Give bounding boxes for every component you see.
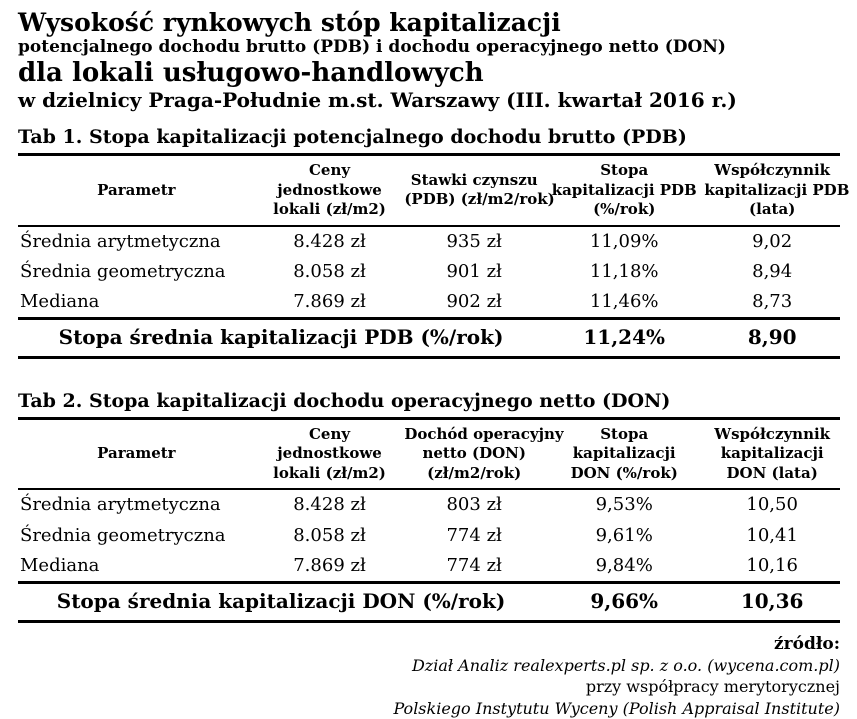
row-label: Średnia geometryczna <box>20 260 226 282</box>
cell-stopa: 9,53% <box>595 494 653 516</box>
summary-rate: 11,24% <box>544 317 705 358</box>
don-col-dochod-operacyjny: Dochód operacyjny netto (DON) (zł/m2/rok… <box>404 418 564 491</box>
cell-cena: 8.058 zł <box>293 260 366 282</box>
source-footer: źródło: Dział Analiz realexperts.pl sp. … <box>18 633 840 719</box>
pdb-table-caption: Tab 1. Stopa kapitalizacji potencjalnego… <box>18 126 687 149</box>
row-label: Mediana <box>20 554 100 576</box>
source-line-institute: Polskiego Instytutu Wyceny (Polish Appra… <box>393 698 840 718</box>
cell-stawka: 901 zł <box>446 260 502 282</box>
table-row: Średnia arytmetyczna 8.428 zł 935 zł 11,… <box>18 226 840 257</box>
pdb-header-row: Parametr Ceny jednostkowe lokali (zł/m2)… <box>18 154 849 227</box>
cell-stawka: 935 zł <box>446 230 502 252</box>
pdb-col-stopa-kapitalizacji: Stopa kapitalizacji PDB (%/rok) <box>544 154 705 227</box>
pdb-summary-row: Stopa średnia kapitalizacji PDB (%/rok) … <box>18 317 840 358</box>
page-subtitle-line1: potencjalnego dochodu brutto (PDB) i doc… <box>18 37 726 57</box>
don-col-ceny-jednostkowe: Ceny jednostkowe lokali (zł/m2) <box>254 418 405 491</box>
cell-cena: 8.058 zł <box>293 524 366 546</box>
pdb-col-stawki-czynszu: Stawki czynszu (PDB) (zł/m2/rok) <box>404 154 555 227</box>
source-line-cooperation: przy współpracy merytorycznej <box>585 677 840 697</box>
summary-coefficient: 8,90 <box>704 317 840 358</box>
table-row: Średnia geometryczna 8.058 zł 901 zł 11,… <box>18 257 840 287</box>
don-section: Tab 2. Stopa kapitalizacji dochodu opera… <box>18 389 840 623</box>
cell-cena: 8.428 zł <box>293 494 366 516</box>
row-label: Średnia geometryczna <box>20 524 226 546</box>
table-row: Średnia geometryczna 8.058 zł 774 zł 9,6… <box>18 521 840 551</box>
source-label: źródło: <box>774 633 840 654</box>
cell-wspolczynnik: 8,73 <box>752 290 793 312</box>
row-label: Średnia arytmetyczna <box>20 494 221 516</box>
pdb-section: Tab 1. Stopa kapitalizacji potencjalnego… <box>18 125 849 360</box>
cell-stawka: 902 zł <box>446 290 502 312</box>
don-col-stopa-kapitalizacji: Stopa kapitalizacji DON (%/rok) <box>544 418 705 491</box>
don-col-wspolczynnik: Współczynnik kapitalizacji DON (lata) <box>704 418 840 491</box>
summary-label: Stopa średnia kapitalizacji PDB (%/rok) <box>18 317 545 358</box>
don-header-row: Parametr Ceny jednostkowe lokali (zł/m2)… <box>18 418 840 491</box>
page-title-line2: dla lokali usługowo-handlowych <box>18 58 484 89</box>
don-table: Parametr Ceny jednostkowe lokali (zł/m2)… <box>18 416 840 623</box>
page-subtitle-line2: w dzielnicy Praga-Południe m.st. Warszaw… <box>18 88 737 113</box>
cell-cena: 8.428 zł <box>293 230 366 252</box>
don-col-parametr: Parametr <box>18 418 255 491</box>
table-row: Mediana 7.869 zł 902 zł 11,46% 8,73 <box>18 287 840 319</box>
table-row: Mediana 7.869 zł 774 zł 9,84% 10,16 <box>18 551 840 583</box>
summary-coefficient: 10,36 <box>704 580 840 622</box>
summary-label: Stopa średnia kapitalizacji DON (%/rok) <box>18 580 545 622</box>
cell-stopa: 11,09% <box>589 230 659 252</box>
row-label: Mediana <box>20 290 100 312</box>
cell-stopa: 11,46% <box>589 290 659 312</box>
cell-wspolczynnik: 10,16 <box>746 554 798 576</box>
cell-wspolczynnik: 10,50 <box>746 494 798 516</box>
row-label: Średnia arytmetyczna <box>20 230 221 252</box>
cell-wspolczynnik: 9,02 <box>752 230 793 252</box>
cell-wspolczynnik: 8,94 <box>752 260 793 282</box>
don-table-caption: Tab 2. Stopa kapitalizacji dochodu opera… <box>18 390 671 413</box>
cell-stopa: 9,61% <box>595 524 653 546</box>
pdb-col-ceny-jednostkowe: Ceny jednostkowe lokali (zł/m2) <box>254 154 405 227</box>
cell-dochod: 774 zł <box>446 554 502 576</box>
cell-wspolczynnik: 10,41 <box>746 524 798 546</box>
source-line-company: Dział Analiz realexperts.pl sp. z o.o. (… <box>411 656 840 676</box>
pdb-col-wspolczynnik: Współczynnik kapitalizacji PDB (lata) <box>704 154 849 227</box>
page-title-line1: Wysokość rynkowych stóp kapitalizacji <box>18 8 561 37</box>
pdb-col-parametr: Parametr <box>18 154 255 227</box>
don-summary-row: Stopa średnia kapitalizacji DON (%/rok) … <box>18 580 840 622</box>
pdb-table: Parametr Ceny jednostkowe lokali (zł/m2)… <box>18 153 849 360</box>
cell-dochod: 774 zł <box>446 524 502 546</box>
cell-dochod: 803 zł <box>446 494 502 516</box>
cell-stopa: 9,84% <box>595 554 653 576</box>
cell-stopa: 11,18% <box>589 260 659 282</box>
document-header: Wysokość rynkowych stóp kapitalizacji po… <box>18 8 840 113</box>
cell-cena: 7.869 zł <box>293 554 366 576</box>
table-row: Średnia arytmetyczna 8.428 zł 803 zł 9,5… <box>18 489 840 520</box>
summary-rate: 9,66% <box>544 580 705 622</box>
cell-cena: 7.869 zł <box>293 290 366 312</box>
